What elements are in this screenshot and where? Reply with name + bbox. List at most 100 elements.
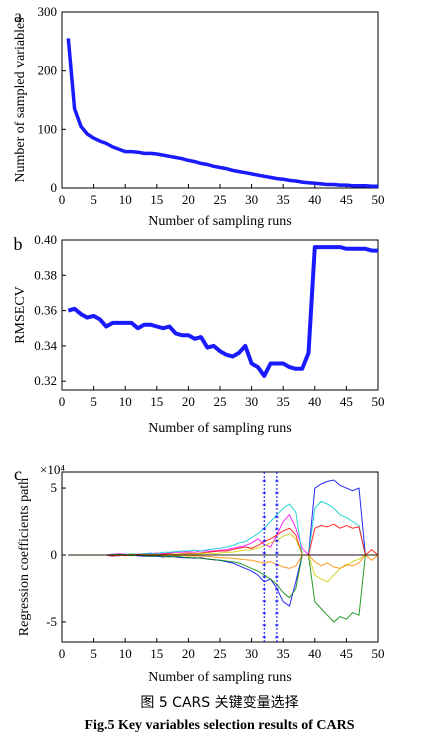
marker-star: * [275,514,280,524]
marker-star: * [275,477,280,487]
y-tick-label: -5 [46,614,57,629]
x-tick-label: 20 [182,646,195,661]
y-axis-title: Regression coefficients path [17,478,32,636]
y-tick-label: 0.38 [34,267,57,282]
x-tick-label: 45 [340,394,353,409]
x-axis-title: Number of sampling runs [148,670,291,685]
marker-star: * [262,514,267,524]
marker-star: * [275,634,280,644]
marker-star: * [275,538,280,548]
marker-star: * [262,598,267,608]
x-tick-label: 45 [340,192,353,207]
y-tick-label: 0 [51,180,58,195]
x-tick-label: 35 [277,394,290,409]
x-tick-label: 5 [90,646,97,661]
x-axis-title: Number of sampling runs [148,421,291,436]
x-tick-label: 15 [150,192,163,207]
marker-star: * [262,538,267,548]
x-tick-label: 0 [59,192,66,207]
x-tick-label: 50 [372,192,385,207]
marker-star: * [262,526,267,536]
x-axis-title: Number of sampling runs [148,214,291,229]
y-tick-label: 0.36 [34,303,57,318]
x-tick-label: 5 [90,192,97,207]
series-line [68,500,378,556]
figure-caption-english: Fig.5 Key variables selection results of… [84,718,355,733]
marker-star: * [275,501,280,511]
y-tick-label: 0.40 [34,232,57,247]
marker-star: * [262,477,267,487]
marker-star: * [262,634,267,644]
panel-c: c 0 5 10 15 20 25 30 35 40 45 50 -5 0 5 Number of sampl… [14,462,385,685]
x-tick-label: 15 [150,394,163,409]
y-axis-title: Number of sampled variables [13,17,28,182]
plot-frame [61,471,379,643]
panel-label: c [14,464,22,484]
panel-a: a 0 5 10 15 20 25 30 35 40 45 50 0 100 200 300 Number of… [13,4,385,229]
marker-star: * [262,550,267,560]
x-tick-label: 0 [59,394,66,409]
x-tick-label: 10 [119,394,132,409]
x-tick-label: 40 [308,394,321,409]
series-line [66,38,378,188]
y-tick-label: 100 [38,121,58,136]
series-line [68,513,378,556]
x-tick-label: 50 [372,394,385,409]
marker-star: * [275,574,280,584]
x-tick-label: 25 [214,192,227,207]
plot-frame [61,11,379,189]
x-tick-label: 45 [340,646,353,661]
x-tick-label: 30 [245,394,258,409]
panel-label: b [14,234,23,254]
y-tick-label: 0.32 [34,373,57,388]
x-tick-label: 35 [277,646,290,661]
y-axis-title: RMSECV [13,286,28,344]
marker-star: * [262,610,267,620]
x-tick-label: 5 [90,394,97,409]
x-tick-label: 35 [277,192,290,207]
x-tick-label: 15 [150,646,163,661]
marker-star: * [275,598,280,608]
y-tick-label: 300 [38,4,58,19]
x-tick-label: 30 [245,192,258,207]
panel-label: a [14,6,22,26]
series-line [68,553,379,569]
marker-star: * [262,586,267,596]
marker-star: * [275,489,280,499]
panel-b: b 0 5 10 15 20 25 30 35 40 45 50 0.32 0.34 0.36 0.38 0.4… [13,232,385,436]
x-tick-label: 20 [182,192,195,207]
marker-star: * [262,574,267,584]
marker-star: * [275,586,280,596]
x-tick-label: 20 [182,394,195,409]
figure-caption-chinese: 图 5 CARS 关键变量选择 [140,695,299,711]
series-line [68,553,378,623]
x-tick-label: 25 [214,646,227,661]
marker-star: * [262,562,267,572]
series-line [67,245,378,378]
y-tick-label: 0 [51,547,58,562]
marker-star: * [262,489,267,499]
marker-star: * [262,622,267,632]
marker-star: * [275,610,280,620]
series-line [68,523,379,557]
y-tick-label: 200 [38,63,58,78]
x-tick-label: 25 [214,394,227,409]
x-tick-label: 10 [119,192,132,207]
marker-star: * [275,622,280,632]
marker-star: * [275,562,280,572]
marker-star: * [262,501,267,511]
marker-star: * [275,526,280,536]
y-tick-label: 0.34 [34,338,57,353]
y-tick-label: 5 [51,480,58,495]
marker-star: * [275,550,280,560]
x-tick-label: 0 [59,646,66,661]
x-tick-label: 50 [372,646,385,661]
plot-frame [61,239,379,391]
x-tick-label: 40 [308,192,321,207]
y-scale-factor: ×10⁴ [40,462,65,477]
x-tick-label: 40 [308,646,321,661]
x-tick-label: 30 [245,646,258,661]
x-tick-label: 10 [119,646,132,661]
series-line [68,479,378,607]
